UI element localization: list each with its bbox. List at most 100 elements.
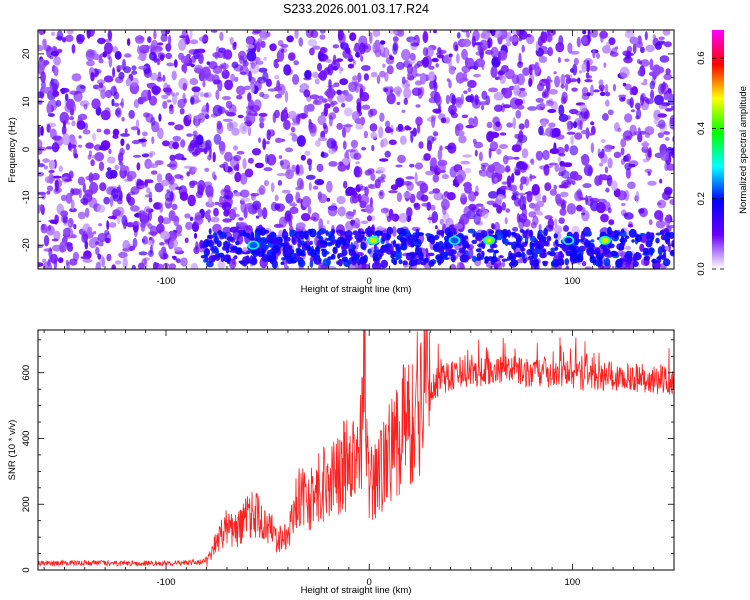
spectrogram-cell bbox=[138, 210, 146, 219]
colorbar-tick-label: 0.2 bbox=[696, 192, 707, 205]
spectrogram-cell bbox=[239, 122, 249, 135]
spectrogram-cell bbox=[395, 251, 401, 261]
spectrogram-cell bbox=[407, 71, 413, 79]
spectrogram-cell bbox=[558, 217, 565, 224]
spectrogram-cell bbox=[62, 37, 67, 43]
spectrogram-cell bbox=[390, 253, 395, 259]
spectrogram-cell bbox=[39, 204, 44, 213]
spectrogram-cell bbox=[194, 99, 201, 103]
spectrogram-cell bbox=[423, 153, 431, 161]
spectrogram-cell bbox=[649, 58, 654, 71]
spectrogram-cell bbox=[620, 235, 625, 245]
spectrogram-cell bbox=[468, 117, 475, 126]
spectrogram-cell bbox=[564, 74, 570, 78]
spectrogram-cell bbox=[414, 80, 423, 86]
spectrogram-cell bbox=[514, 98, 524, 106]
spectrogram-cell bbox=[262, 207, 268, 220]
spectrogram-cell bbox=[477, 243, 485, 248]
spectrogram-cell bbox=[424, 257, 429, 263]
spectrogram-cell bbox=[456, 102, 462, 109]
spectrogram-cell bbox=[664, 215, 671, 227]
spectrogram-cell bbox=[315, 246, 320, 252]
spectrogram-cell bbox=[113, 102, 120, 107]
spectrogram-cell bbox=[179, 191, 189, 201]
spectrogram-cell bbox=[102, 51, 108, 58]
spectrogram-cell bbox=[338, 65, 343, 75]
spectrogram-cell bbox=[444, 117, 450, 124]
spectrogram-cell bbox=[514, 166, 521, 173]
spectrogram-cell bbox=[418, 141, 424, 149]
spectrogram-cell bbox=[168, 140, 176, 149]
spectrogram-cell bbox=[299, 230, 305, 240]
spectrogram-cell bbox=[141, 153, 150, 158]
spectrogram-cell bbox=[98, 58, 104, 64]
spectrogram-cell bbox=[300, 154, 306, 161]
spectrogram-cell bbox=[590, 142, 595, 153]
spectrogram-cell bbox=[401, 178, 405, 187]
spectrogram-cell bbox=[306, 245, 312, 252]
x-tick-label: 100 bbox=[564, 276, 580, 287]
spectrogram-cell bbox=[137, 128, 141, 136]
spectrogram-cell bbox=[419, 182, 429, 194]
spectrogram-cell bbox=[146, 187, 151, 194]
spectrogram-cell bbox=[111, 264, 117, 269]
spectrogram-cell bbox=[212, 151, 216, 163]
spectrogram-cell bbox=[653, 109, 661, 121]
spectrogram-cell bbox=[307, 38, 318, 47]
spectrogram-cell bbox=[222, 96, 231, 101]
spectrogram-cell bbox=[53, 56, 61, 66]
spectrogram-cell bbox=[38, 262, 44, 267]
spectrogram-cell bbox=[184, 165, 192, 169]
spectrogram-cell bbox=[147, 250, 154, 257]
spectrogram-cell bbox=[573, 121, 578, 129]
spectrogram-cell bbox=[296, 177, 304, 189]
spectrogram-cell bbox=[243, 246, 247, 253]
spectrogram-cell bbox=[622, 130, 633, 141]
spectrogram-cell bbox=[220, 188, 227, 196]
spectrogram-cell bbox=[654, 210, 664, 220]
spectrogram-cell bbox=[590, 125, 596, 136]
spectrogram-cell bbox=[259, 31, 269, 41]
spectrogram-cell bbox=[589, 32, 598, 38]
spectrogram-cell bbox=[282, 243, 288, 251]
spectrogram-cell bbox=[569, 145, 579, 156]
spectrogram-cell bbox=[518, 123, 525, 130]
spectrogram-cell bbox=[132, 220, 140, 226]
spectrogram-cell bbox=[420, 86, 425, 96]
spectrogram-cell bbox=[202, 80, 206, 88]
spectrogram-cell bbox=[562, 162, 573, 168]
x-tick-label: 0 bbox=[367, 577, 372, 588]
spectrogram-cell bbox=[131, 65, 137, 71]
spectrogram-cell bbox=[103, 128, 111, 135]
spectrogram-cell bbox=[283, 261, 288, 269]
spectrogram-cell bbox=[49, 55, 54, 60]
spectrogram-cell bbox=[327, 206, 338, 217]
spectrogram-cell bbox=[401, 49, 411, 61]
spectrogram-cell bbox=[43, 44, 52, 52]
spectrogram-cell bbox=[352, 75, 359, 81]
spectrogram-cell bbox=[536, 242, 541, 249]
spectrogram-cell bbox=[380, 139, 384, 148]
spectrogram-cell bbox=[193, 134, 198, 146]
spectrogram-cell bbox=[499, 72, 506, 85]
spectrogram-cell bbox=[379, 70, 386, 78]
spectrogram-cell bbox=[433, 81, 438, 92]
spectrogram-cell bbox=[52, 244, 62, 252]
spectrogram-cell bbox=[603, 257, 611, 267]
spectrogram-cell bbox=[73, 223, 77, 230]
spectrogram-cell bbox=[106, 156, 116, 164]
spectrogram-cell bbox=[456, 53, 460, 64]
peak-core bbox=[564, 237, 573, 244]
spectrogram-cell bbox=[218, 47, 226, 53]
spectrogram-cell bbox=[361, 65, 371, 71]
spectrogram-cell bbox=[380, 246, 387, 252]
spectrogram-cell bbox=[286, 35, 294, 43]
spectrogram-cell bbox=[103, 196, 111, 205]
spectrogram-cell bbox=[182, 82, 187, 91]
spectrogram-cell bbox=[295, 247, 302, 254]
spectrogram-cell bbox=[53, 230, 61, 241]
spectrogram-x-axis: -100 0 100 bbox=[43, 30, 675, 287]
spectrogram-cell bbox=[326, 220, 330, 225]
spectrogram-cell bbox=[518, 52, 522, 65]
spectrogram-cell bbox=[55, 36, 62, 40]
